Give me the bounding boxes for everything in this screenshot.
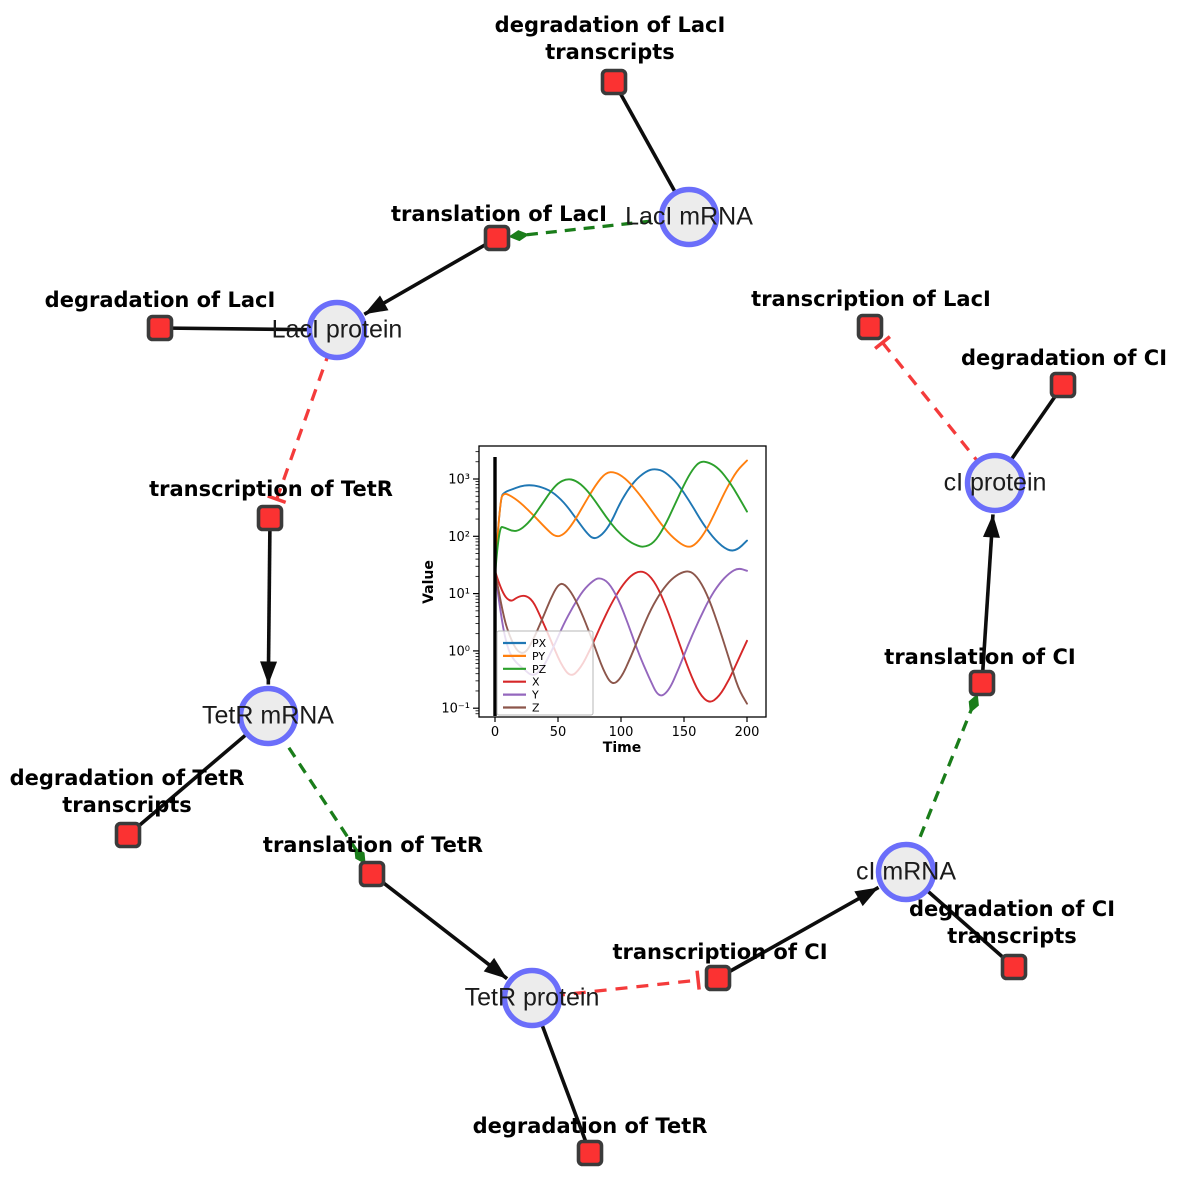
reaction-node-transl_TetR[interactable] — [358, 860, 386, 888]
y-axis-title: Value — [421, 560, 437, 604]
species-node-cI_protein[interactable] — [964, 452, 1026, 514]
chart-series-PZ-line — [494, 460, 748, 578]
modifier-diamond-icon — [508, 230, 530, 242]
x-axis-tick-label: 50 — [550, 725, 567, 740]
x-axis-tick-label: 150 — [672, 725, 697, 740]
reaction-layer — [114, 68, 1077, 1167]
edge-production-LacI_protein-transl_LacI — [363, 236, 498, 316]
production-line — [266, 517, 272, 685]
legend-label-X: X — [532, 676, 540, 689]
legend-label-Y: Y — [531, 689, 539, 702]
chart-series-PY-line — [494, 459, 748, 572]
reaction-node-transl_cI[interactable] — [968, 669, 996, 697]
y-axis-tick-label: 10⁻¹ — [441, 702, 470, 717]
chart-frame — [478, 445, 767, 718]
reaction-node-deg_TetR_tx[interactable] — [114, 821, 142, 849]
production-arrowhead-icon — [260, 661, 278, 685]
reaction-node-deg_cI_tx[interactable] — [1000, 953, 1028, 981]
edge-consumption-TetR_mRNA-deg_TetR_tx — [126, 714, 270, 837]
edge-production-cI_protein-transl_cI — [980, 514, 1000, 684]
y-axis-tick-label: 10² — [448, 530, 470, 545]
reaction-node-deg_cI[interactable] — [1049, 371, 1077, 399]
x-axis-tick-label: 100 — [609, 725, 634, 740]
legend-label-Z: Z — [532, 702, 540, 715]
inhibition-tee-icon — [695, 970, 701, 990]
inset-chart: 0 50 100 150 20010⁻¹10⁰10¹10²10³TimeValuePXP… — [420, 434, 776, 768]
edge-modifier-cI_mRNA-transl_cI — [904, 693, 979, 873]
production-line — [980, 514, 995, 684]
species-node-LacI_mRNA[interactable] — [658, 186, 720, 248]
production-arrowhead-icon — [483, 957, 508, 979]
edge-production-TetR_protein-transl_TetR — [370, 872, 509, 981]
production-arrowhead-icon — [364, 295, 389, 315]
reaction-node-deg_LacI[interactable] — [146, 314, 174, 342]
y-axis-tick-label: 10³ — [448, 473, 470, 488]
modifier-diamond-icon — [968, 693, 979, 714]
x-axis-tick-label: 0 — [491, 725, 499, 740]
edges-layer — [126, 81, 1065, 1154]
production-line — [363, 236, 498, 316]
legend-label-PX: PX — [532, 637, 547, 650]
edge-production-cI_mRNA-transc_cI — [717, 885, 880, 980]
inhibition-tee-icon — [267, 494, 287, 504]
reaction-node-transc_TetR[interactable] — [256, 504, 284, 532]
production-line — [370, 872, 509, 981]
species-node-TetR_protein[interactable] — [501, 967, 563, 1029]
chart-series-group — [494, 459, 748, 705]
reaction-node-transc_cI[interactable] — [704, 964, 732, 992]
reaction-node-deg_TetR[interactable] — [576, 1139, 604, 1167]
production-arrowhead-icon — [854, 887, 879, 907]
chart-background — [420, 434, 776, 768]
consumption-line — [126, 714, 270, 837]
y-axis-tick-label: 10¹ — [448, 587, 470, 602]
reaction-node-deg_LacI_tx[interactable] — [600, 68, 628, 96]
inhibition-tee-icon — [873, 335, 892, 350]
legend-label-PZ: PZ — [532, 663, 547, 676]
species-node-LacI_protein[interactable] — [306, 299, 368, 361]
modifier-diamond-icon — [354, 846, 366, 865]
species-layer — [237, 186, 1026, 1029]
reaction-node-transc_LacI[interactable] — [856, 313, 884, 341]
chart-series-PX-line — [494, 468, 748, 572]
species-node-TetR_mRNA[interactable] — [237, 685, 299, 747]
x-axis-tick-label: 200 — [735, 725, 760, 740]
y-axis-tick-label: 10⁰ — [448, 644, 470, 659]
species-node-cI_mRNA[interactable] — [875, 841, 937, 903]
production-line — [717, 885, 880, 980]
reaction-node-transl_LacI[interactable] — [483, 224, 511, 252]
edge-production-TetR_mRNA-transc_TetR — [260, 517, 278, 685]
x-axis-title: Time — [603, 740, 641, 756]
production-arrowhead-icon — [982, 514, 1000, 538]
legend-label-PY: PY — [532, 650, 545, 663]
